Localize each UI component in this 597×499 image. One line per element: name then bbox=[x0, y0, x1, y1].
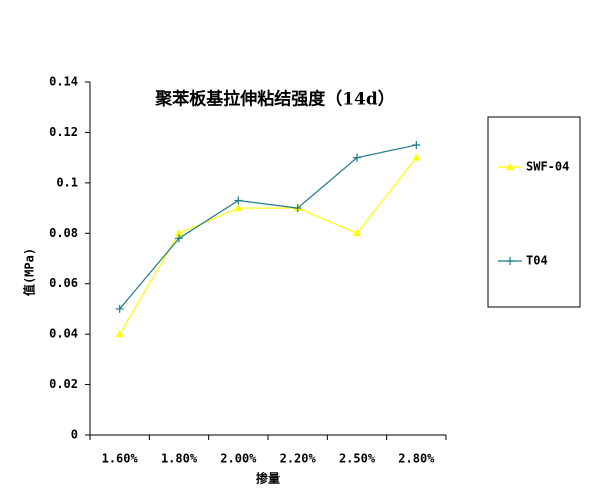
marker bbox=[293, 204, 302, 213]
marker bbox=[234, 196, 243, 205]
x-axis-label: 掺量 bbox=[256, 471, 280, 486]
x-tick-label: 2.20% bbox=[280, 452, 317, 466]
x-tick-label: 1.80% bbox=[161, 452, 198, 466]
y-tick-label: 0.08 bbox=[49, 226, 78, 240]
marker bbox=[412, 141, 421, 150]
marker bbox=[353, 229, 361, 237]
y-tick-label: 0.06 bbox=[49, 276, 78, 290]
x-tick-label: 2.00% bbox=[220, 452, 257, 466]
y-tick-label: 0.02 bbox=[49, 377, 78, 391]
marker bbox=[234, 204, 243, 212]
y-tick-label: 0.14 bbox=[49, 75, 78, 89]
marker bbox=[115, 304, 124, 313]
x-tick-label: 2.80% bbox=[398, 452, 435, 466]
y-tick-label: 0.12 bbox=[49, 125, 78, 139]
line bbox=[119, 157, 417, 335]
chart-title: 聚苯板基拉伸粘结强度（14d） bbox=[154, 89, 395, 110]
y-tick-label: 0.1 bbox=[56, 175, 78, 189]
marker bbox=[412, 153, 421, 161]
line bbox=[119, 144, 417, 310]
y-tick-label: 0 bbox=[71, 428, 78, 442]
marker bbox=[506, 163, 514, 170]
y-tick-label: 0.04 bbox=[49, 327, 78, 341]
x-tick-label: 2.50% bbox=[339, 452, 376, 466]
marker bbox=[115, 330, 124, 338]
marker bbox=[353, 153, 361, 162]
marker bbox=[175, 229, 183, 237]
legend-box bbox=[487, 116, 581, 308]
marker bbox=[175, 234, 183, 243]
x-tick-label: 1.60% bbox=[102, 452, 139, 466]
marker bbox=[506, 257, 514, 265]
y-axis-label: 值(MPa) bbox=[22, 248, 37, 296]
legend-label: SWF-04 bbox=[526, 160, 569, 174]
legend-label: T04 bbox=[526, 254, 548, 268]
